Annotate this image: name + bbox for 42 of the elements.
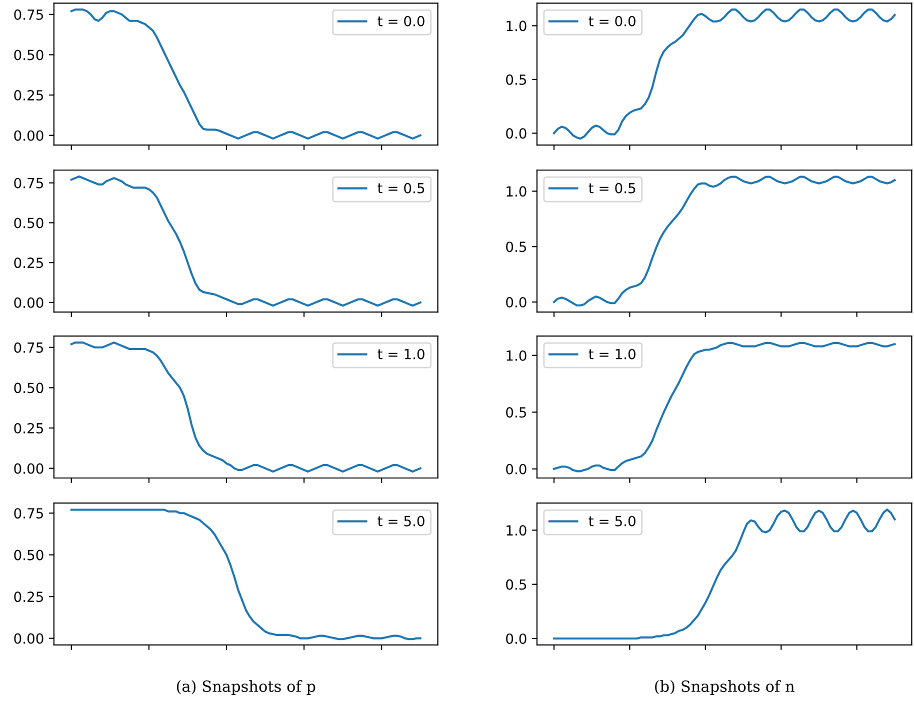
y-tick-label: 0.75 xyxy=(14,178,43,188)
line-series xyxy=(552,176,896,306)
legend-label: t = 0.0 xyxy=(588,16,636,26)
y-tick-label: 0.5 xyxy=(506,407,526,418)
y-tick-label: 0.50 xyxy=(14,218,44,228)
y-tick-label: 0.50 xyxy=(14,550,44,560)
y-tick-label: 1.0 xyxy=(506,350,526,361)
y-tick-label: 0.5 xyxy=(506,579,526,590)
legend-label: t = 1.0 xyxy=(378,348,424,360)
line-series xyxy=(552,8,896,140)
y-tick-label: 0.75 xyxy=(14,342,43,353)
y-tick-label: 0.0 xyxy=(506,128,526,139)
line-series xyxy=(552,342,896,472)
legend-label: t = 1.0 xyxy=(588,348,636,360)
y-tick-label: 0.25 xyxy=(14,592,43,602)
y-tick-label: 0.0 xyxy=(506,464,526,474)
legend-label: t = 5.0 xyxy=(378,516,424,526)
y-tick-label: 1.0 xyxy=(506,525,526,536)
line-series xyxy=(552,508,896,640)
y-tick-label: 1.0 xyxy=(506,20,526,32)
y-tick-label: 0.25 xyxy=(14,422,43,434)
text: (b) Snapshots of n xyxy=(655,680,794,695)
y-tick-label: 1.0 xyxy=(506,186,526,197)
y-tick-label: 0.00 xyxy=(14,297,44,308)
y-tick-label: 0.50 xyxy=(14,382,44,394)
legend-label: t = 0.5 xyxy=(588,182,636,194)
y-tick-label: 0.75 xyxy=(14,508,43,519)
legend-label: t = 5.0 xyxy=(588,516,636,526)
text: (a) Snapshots of p xyxy=(176,680,316,695)
legend-label: t = 0.0 xyxy=(378,16,424,26)
y-tick-label: 0.0 xyxy=(506,297,526,308)
y-tick-label: 0.5 xyxy=(506,74,526,85)
y-tick-label: 0.00 xyxy=(14,130,44,141)
y-tick-label: 0.0 xyxy=(506,633,526,644)
y-tick-label: 0.25 xyxy=(14,258,43,268)
y-tick-label: 0.00 xyxy=(14,633,44,644)
y-tick-label: 0.75 xyxy=(14,9,43,20)
legend-label: t = 0.5 xyxy=(378,182,424,194)
y-tick-label: 0.50 xyxy=(14,50,44,60)
y-tick-label: 0.00 xyxy=(14,463,44,474)
y-tick-label: 0.25 xyxy=(14,90,43,101)
y-tick-label: 0.5 xyxy=(506,242,526,252)
